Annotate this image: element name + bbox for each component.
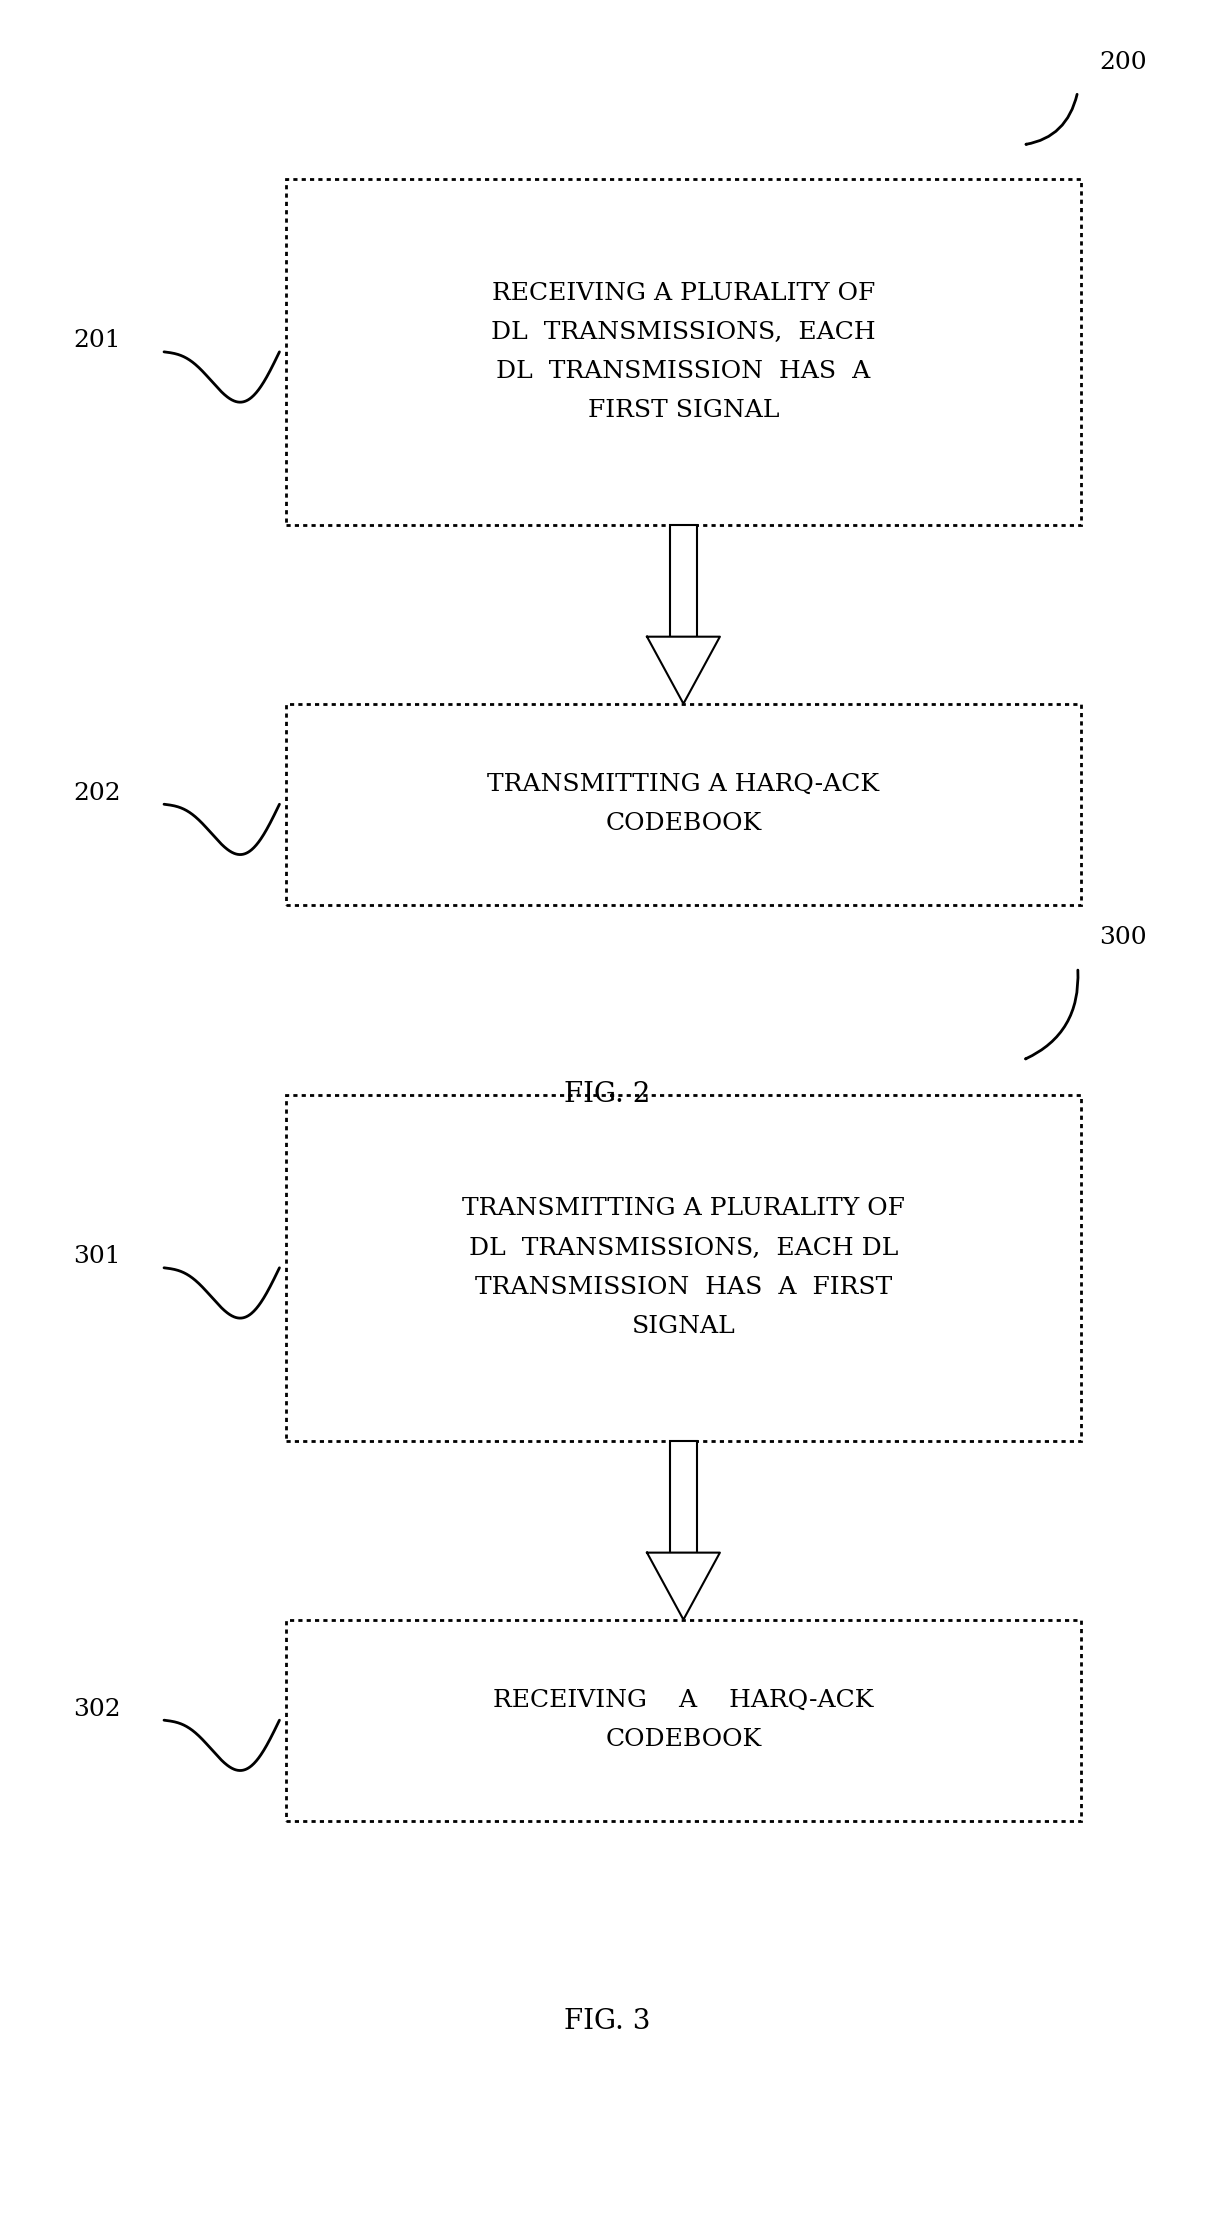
Text: FIG. 3: FIG. 3 — [564, 2008, 651, 2035]
Bar — [286, 179, 1081, 525]
Text: RECEIVING A PLURALITY OF
DL  TRANSMISSIONS,  EACH
DL  TRANSMISSION  HAS  A
FIRST: RECEIVING A PLURALITY OF DL TRANSMISSION… — [491, 281, 876, 422]
Bar — [286, 704, 1081, 905]
Polygon shape — [646, 637, 719, 704]
Text: FIG. 2: FIG. 2 — [564, 1081, 651, 1108]
Text: 200: 200 — [1100, 51, 1147, 74]
Text: TRANSMITTING A PLURALITY OF
DL  TRANSMISSIONS,  EACH DL
TRANSMISSION  HAS  A  FI: TRANSMITTING A PLURALITY OF DL TRANSMISS… — [462, 1197, 905, 1338]
Bar — [286, 1620, 1081, 1821]
Text: TRANSMITTING A HARQ-ACK
CODEBOOK: TRANSMITTING A HARQ-ACK CODEBOOK — [487, 773, 880, 836]
Bar — [671, 525, 697, 637]
Bar — [671, 1441, 697, 1553]
Text: 201: 201 — [73, 328, 120, 353]
FancyArrowPatch shape — [1025, 970, 1078, 1059]
Text: 302: 302 — [73, 1698, 120, 1720]
Text: 202: 202 — [73, 782, 120, 804]
Text: 300: 300 — [1100, 927, 1147, 949]
Polygon shape — [646, 1553, 719, 1620]
Text: RECEIVING    A    HARQ-ACK
CODEBOOK: RECEIVING A HARQ-ACK CODEBOOK — [493, 1689, 874, 1751]
FancyArrowPatch shape — [1025, 94, 1078, 145]
Bar — [286, 1095, 1081, 1441]
Text: 301: 301 — [73, 1244, 120, 1269]
